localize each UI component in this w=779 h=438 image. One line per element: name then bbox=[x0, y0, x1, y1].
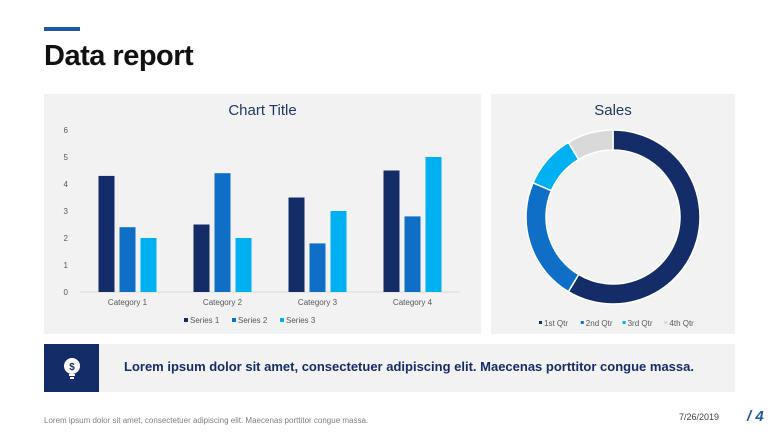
message-banner: $ Lorem ipsum dolor sit amet, consectetu… bbox=[44, 344, 735, 392]
legend-label: 1st Qtr bbox=[544, 319, 568, 328]
page-title: Data report bbox=[44, 40, 194, 72]
banner-text: Lorem ipsum dolor sit amet, consectetuer… bbox=[124, 359, 694, 374]
footer-date: 7/26/2019 bbox=[679, 412, 720, 422]
bar-series-1-category-2 bbox=[193, 224, 210, 292]
y-tick-label: 4 bbox=[64, 180, 69, 189]
legend-swatch bbox=[622, 321, 626, 324]
bar-series-1-category-3 bbox=[288, 197, 305, 292]
legend-swatch bbox=[539, 321, 542, 324]
donut-chart-panel: Sales 1st Qtr 2nd Qtr 3rd Qtr 4th Qtr bbox=[491, 94, 735, 334]
bar-series-3-category-4 bbox=[425, 157, 442, 292]
bar-series-3-category-3 bbox=[330, 211, 347, 292]
y-tick-label: 1 bbox=[64, 261, 69, 270]
bar-chart-panel: Chart Title 0 1 2 3 4 5 6 Category 1 Category 2 C… bbox=[44, 94, 481, 334]
legend-swatch bbox=[664, 321, 668, 324]
bar-series-2-category-4 bbox=[404, 216, 421, 292]
footer-text: Lorem ipsum dolor sit amet, consectetuer… bbox=[44, 416, 369, 425]
legend-label: Series 3 bbox=[286, 316, 316, 325]
donut-chart: 1st Qtr 2nd Qtr 3rd Qtr 4th Qtr bbox=[525, 129, 701, 328]
legend-label: 4th Qtr bbox=[669, 319, 694, 328]
page-number: / 4 bbox=[747, 408, 764, 425]
y-tick-label: 5 bbox=[64, 153, 69, 162]
bar-series-3-category-1 bbox=[140, 238, 157, 292]
x-tick-label: Category 4 bbox=[393, 298, 433, 307]
bar-series-1-category-4 bbox=[383, 170, 400, 292]
y-tick-label: 2 bbox=[64, 234, 69, 243]
bar-series-3-category-2 bbox=[235, 238, 252, 292]
legend-swatch bbox=[184, 318, 188, 322]
legend-label: 2nd Qtr bbox=[586, 319, 613, 328]
donut-slice-4th-qtr bbox=[567, 129, 614, 161]
legend-label: Series 2 bbox=[238, 316, 268, 325]
svg-text:$: $ bbox=[69, 362, 75, 373]
bar-series-2-category-2 bbox=[214, 173, 231, 292]
y-tick-label: 3 bbox=[64, 207, 69, 216]
donut-slice-1st-qtr bbox=[567, 129, 701, 305]
legend-label: Series 1 bbox=[190, 316, 220, 325]
lightbulb-dollar-icon: $ bbox=[64, 358, 80, 379]
donut-chart-title: Sales bbox=[594, 102, 632, 119]
x-tick-label: Category 2 bbox=[203, 298, 243, 307]
y-tick-label: 6 bbox=[64, 126, 69, 135]
donut-slice-2nd-qtr bbox=[525, 181, 580, 293]
bar-chart-title: Chart Title bbox=[228, 102, 297, 119]
y-tick-label: 0 bbox=[64, 288, 69, 297]
bar-chart: 0 1 2 3 4 5 6 Category 1 Category 2 Category 3 Cat… bbox=[64, 126, 460, 325]
legend-swatch bbox=[232, 318, 236, 322]
donut-slice-3rd-qtr bbox=[532, 141, 580, 192]
bar-series-1-category-1 bbox=[98, 175, 115, 292]
legend-swatch bbox=[280, 318, 284, 322]
legend-label: 3rd Qtr bbox=[628, 319, 653, 328]
title-accent-bar bbox=[44, 27, 80, 31]
x-tick-label: Category 3 bbox=[298, 298, 338, 307]
bar-series-2-category-1 bbox=[119, 227, 136, 292]
bar-series-2-category-3 bbox=[309, 243, 326, 292]
legend-swatch bbox=[580, 321, 584, 324]
banner-icon-box: $ bbox=[44, 344, 99, 392]
x-tick-label: Category 1 bbox=[108, 298, 148, 307]
